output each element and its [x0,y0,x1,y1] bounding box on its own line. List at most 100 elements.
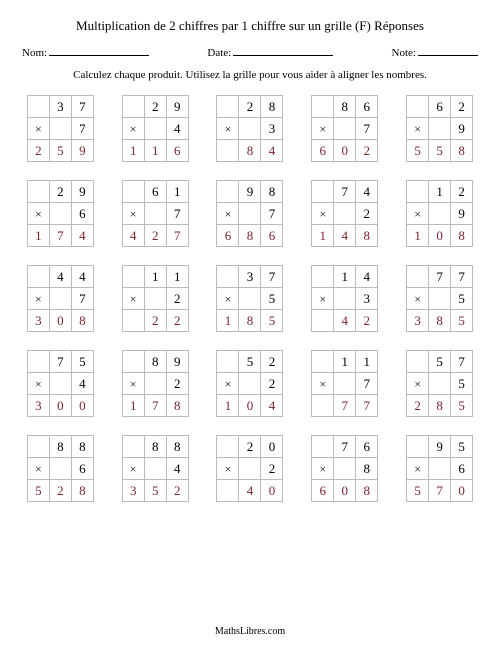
digit-cell [49,458,71,480]
footer-text: MathsLibres.com [0,626,500,637]
digit-cell: 4 [356,181,378,203]
times-symbol: × [312,118,334,140]
times-symbol: × [312,373,334,395]
digit-cell: 8 [334,96,356,118]
digit-cell [239,203,261,225]
digit-cell [144,203,166,225]
digit-cell: 4 [356,266,378,288]
digit-cell [49,203,71,225]
digit-cell: 4 [49,266,71,288]
answer-cell: 1 [312,225,334,247]
answer-cell [312,310,334,332]
answer-cell: 5 [429,140,451,162]
problem: 20×240 [216,435,283,502]
digit-cell [217,351,239,373]
answer-cell: 6 [217,225,239,247]
note-line [418,46,478,56]
times-symbol: × [407,203,429,225]
problem: 88×4352 [122,435,189,502]
digit-cell [144,118,166,140]
problem: 52×2104 [216,350,283,417]
digit-cell: 5 [239,351,261,373]
answer-cell: 4 [122,225,144,247]
digit-cell [407,436,429,458]
digit-cell [312,436,334,458]
answer-cell: 2 [49,480,71,502]
answer-cell: 8 [356,480,378,502]
answer-cell [312,395,334,417]
digit-cell [407,351,429,373]
times-symbol: × [407,458,429,480]
digit-cell: 9 [239,181,261,203]
problem: 12×9108 [406,180,473,247]
digit-cell: 7 [356,118,378,140]
problem: 29×4116 [122,95,189,162]
answer-cell: 8 [451,140,473,162]
times-symbol: × [122,373,144,395]
answer-cell: 7 [49,225,71,247]
times-symbol: × [217,288,239,310]
digit-cell [429,203,451,225]
problem: 98×7686 [216,180,283,247]
digit-cell [144,373,166,395]
answer-cell: 7 [334,395,356,417]
instruction-text: Calculez chaque produit. Utilisez la gri… [22,69,478,81]
date-line [233,46,333,56]
answer-cell: 8 [239,225,261,247]
digit-cell [27,181,49,203]
digit-cell: 5 [261,288,283,310]
answer-cell: 2 [27,140,49,162]
digit-cell: 2 [166,288,188,310]
answer-cell: 0 [49,395,71,417]
answer-cell: 2 [166,480,188,502]
answer-cell: 1 [122,140,144,162]
digit-cell: 6 [356,436,378,458]
digit-cell: 8 [144,436,166,458]
answer-cell: 7 [429,480,451,502]
times-symbol: × [122,118,144,140]
times-symbol: × [27,458,49,480]
digit-cell: 9 [71,181,93,203]
answer-cell: 2 [144,310,166,332]
problem: 44×7308 [27,265,94,332]
digit-cell: 9 [451,118,473,140]
digit-cell: 4 [71,373,93,395]
digit-cell: 5 [451,288,473,310]
digit-cell [122,266,144,288]
answer-cell: 6 [312,480,334,502]
digit-cell: 7 [356,373,378,395]
answer-cell: 6 [166,140,188,162]
times-symbol: × [27,373,49,395]
times-symbol: × [312,288,334,310]
digit-cell: 6 [71,458,93,480]
digit-cell [122,96,144,118]
answer-cell: 7 [356,395,378,417]
digit-cell: 8 [261,181,283,203]
answer-cell: 1 [122,395,144,417]
digit-cell [429,458,451,480]
digit-cell: 8 [166,436,188,458]
digit-cell [429,373,451,395]
digit-cell: 1 [166,266,188,288]
answer-cell: 7 [144,395,166,417]
problem: 76×8608 [311,435,378,502]
digit-cell: 1 [144,266,166,288]
times-symbol: × [122,458,144,480]
digit-cell [217,96,239,118]
times-symbol: × [217,458,239,480]
digit-cell [312,266,334,288]
answer-cell: 2 [166,310,188,332]
digit-cell [49,118,71,140]
problem: 11×777 [311,350,378,417]
digit-cell: 2 [239,436,261,458]
answer-cell: 1 [27,225,49,247]
name-line [49,46,149,56]
problem-grid: 37×725929×411628×38486×760262×955829×617… [22,95,478,502]
answer-cell: 4 [261,140,283,162]
digit-cell: 9 [429,436,451,458]
digit-cell [239,373,261,395]
digit-cell: 6 [451,458,473,480]
times-symbol: × [407,288,429,310]
digit-cell: 8 [261,96,283,118]
answer-cell: 8 [429,395,451,417]
